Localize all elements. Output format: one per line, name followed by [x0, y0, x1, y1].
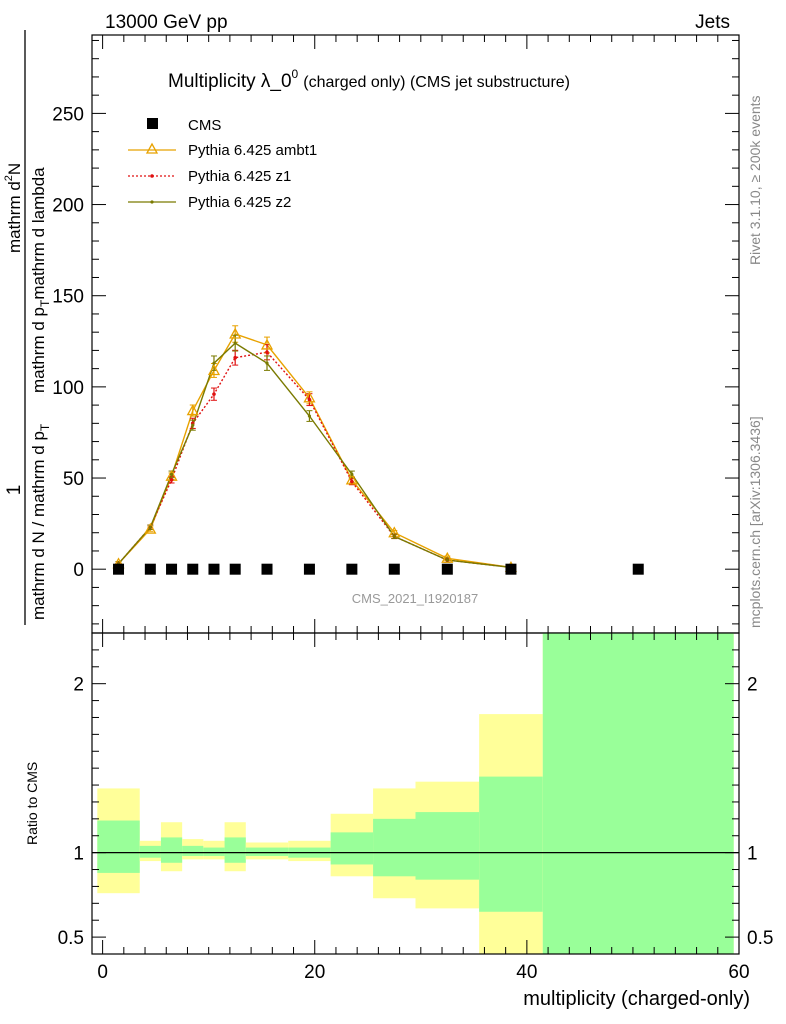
legend-marker-z1	[150, 174, 154, 178]
y-label-top-denom: mathrm d pTmathrm d lambda	[29, 167, 52, 393]
stat-uncertainty-band	[139, 845, 161, 858]
point-z2	[233, 341, 237, 345]
ratio-axes: 0.5 0.51 12 20 20 40 60	[58, 633, 773, 983]
point-ambt1	[144, 522, 157, 534]
series-line-z2	[117, 342, 512, 569]
legend-label-z1: Pythia 6.425 z1	[188, 168, 291, 185]
ratio-y-tick-label: 1	[73, 844, 84, 865]
point-z2	[445, 558, 449, 562]
legend-marker-ambt1	[145, 142, 159, 154]
stat-uncertainty-band	[542, 633, 734, 954]
point-z2	[392, 534, 396, 538]
point-cms	[113, 563, 125, 575]
point-cms	[346, 563, 358, 575]
y-tick-label: 100	[52, 378, 84, 399]
point-cms	[632, 563, 644, 575]
plot-title: Multiplicity λ_00 (charged only) (CMS jet…	[168, 67, 570, 92]
analysis-watermark: CMS_2021_I1920187	[352, 591, 479, 606]
y-label-denominator: mathrm d N / mathrm d pT	[29, 423, 52, 620]
y-label-top-numer: mathrm d2N	[3, 163, 24, 253]
stat-uncertainty-band	[479, 776, 543, 912]
main-series	[112, 325, 644, 575]
y-tick-label: 250	[52, 104, 84, 125]
point-cms	[388, 563, 400, 575]
point-cms	[144, 563, 156, 575]
y-tick-label: 0	[73, 560, 84, 581]
point-z1	[169, 478, 174, 482]
ratio-y-tick-label-right: 1	[747, 844, 758, 865]
stat-uncertainty-band	[203, 847, 225, 857]
ratio-y-tick-label-right: 2	[747, 675, 758, 696]
stat-uncertainty-band	[330, 832, 374, 865]
main-y-label: 1 mathrm d N / mathrm d pT mathrm d2N ma…	[3, 30, 52, 625]
main-panel: 0 50 100 150 200 250 Multiplicity λ_00 (charge…	[3, 30, 740, 634]
ratio-y-tick-label-right: 0.5	[747, 928, 773, 949]
category-label: Jets	[695, 12, 730, 33]
point-ambt1	[441, 551, 454, 563]
point-cms	[303, 563, 315, 575]
point-ambt1	[207, 364, 221, 376]
x-tick-label: 60	[728, 962, 749, 983]
point-ambt1	[186, 404, 199, 416]
stat-uncertainty-band	[97, 820, 140, 873]
legend-label-z2: Pythia 6.425 z2	[188, 194, 291, 211]
legend-label-cms: CMS	[188, 117, 221, 134]
point-z1	[350, 479, 354, 484]
ratio-frame	[91, 632, 740, 955]
y-label-numerator: 1	[4, 485, 25, 496]
ratio-panel: 0.5 0.51 12 20 20 40 60 Ratio to CMS multiplic…	[24, 632, 773, 1010]
x-axis-label: multiplicity (charged-only)	[523, 988, 750, 1010]
point-ambt1	[260, 338, 274, 350]
point-z1	[307, 397, 312, 402]
mcplots-label: mcplots.cern.ch [arXiv:1306.3436]	[747, 416, 763, 628]
point-cms	[441, 563, 453, 575]
point-cms	[166, 563, 178, 575]
legend-label-ambt1: Pythia 6.425 ambt1	[188, 142, 317, 159]
x-tick-label: 40	[516, 962, 537, 983]
stat-uncertainty-band	[415, 812, 480, 880]
point-cms	[229, 563, 241, 575]
ratio-y-tick-label: 0.5	[58, 928, 84, 949]
y-tick-label: 200	[52, 196, 84, 217]
series-line-ambt1	[117, 333, 512, 569]
point-z2	[148, 525, 152, 529]
stat-uncertainty-band	[160, 837, 183, 863]
ratio-bands	[92, 633, 739, 954]
ratio-y-tick-label: 2	[73, 675, 84, 696]
y-tick-label: 150	[52, 287, 84, 308]
point-z1	[233, 355, 237, 360]
point-z1	[265, 350, 269, 355]
point-ambt1	[229, 327, 242, 339]
energy-label: 13000 GeV pp	[105, 12, 228, 33]
point-z2	[350, 472, 354, 476]
point-z1	[212, 392, 216, 396]
x-tick-label: 0	[97, 962, 108, 983]
y-tick-label: 50	[63, 469, 84, 490]
point-cms	[208, 563, 220, 575]
main-axes: 0 50 100 150 200 250	[52, 35, 740, 633]
legend: CMS Pythia 6.425 ambt1 Pythia 6.425 z1 P…	[128, 117, 317, 211]
stat-uncertainty-band	[182, 845, 204, 857]
legend-marker-cms	[147, 118, 158, 129]
point-cms	[187, 563, 199, 575]
ratio-y-label: Ratio to CMS	[24, 762, 40, 845]
point-ambt1	[303, 391, 316, 403]
stat-uncertainty-band	[224, 837, 246, 863]
point-z2	[169, 472, 174, 476]
rivet-label: Rivet 3.1.10, ≥ 200k events	[747, 95, 763, 265]
stat-uncertainty-band	[373, 818, 416, 877]
stat-uncertainty-band	[245, 847, 289, 857]
point-cms	[505, 563, 517, 575]
x-tick-label: 20	[304, 962, 325, 983]
legend-marker-z2	[150, 200, 154, 204]
point-z2	[212, 361, 216, 365]
point-z2	[191, 423, 195, 427]
point-cms	[261, 563, 273, 575]
point-z2	[265, 361, 269, 365]
point-ambt1	[345, 473, 358, 485]
point-z2	[307, 414, 312, 418]
